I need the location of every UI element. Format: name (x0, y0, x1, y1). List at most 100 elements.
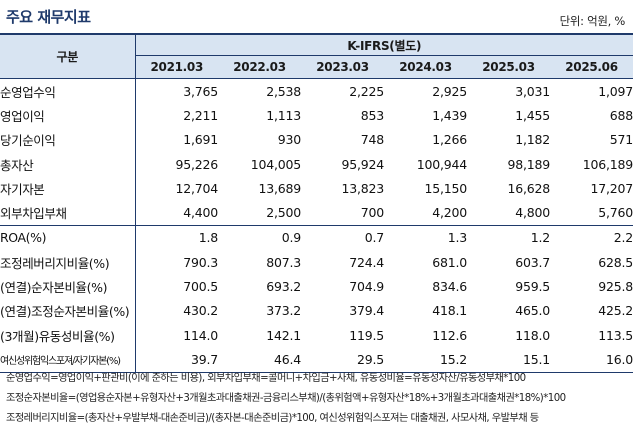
table-cell: 118.0 (515, 327, 550, 343)
table-cell: 1,455 (515, 107, 550, 123)
table-row: 외부차입부채 4,400 2,500 700 4,200 4,800 5,760 (0, 200, 633, 226)
table-cell: 430.2 (183, 303, 218, 319)
table-cell: 15,150 (424, 180, 467, 196)
table-cell: 465.0 (515, 303, 550, 319)
table-cell: 1,439 (432, 107, 467, 123)
table-cell: 1.2 (530, 230, 550, 246)
year-header: 2025.03 (467, 55, 550, 79)
table-cell: 15.2 (384, 347, 467, 373)
table-cell: 39.7 (135, 347, 218, 373)
table-cell: 704.9 (349, 279, 384, 295)
footnote-line: 순영업수익=영업이익+판관비(이에 준하는 비용), 외부차입부채=콜머니+차입… (6, 373, 526, 384)
table-cell: 853 (360, 107, 384, 123)
table-cell: 688 (609, 107, 633, 123)
table-cell: 2,925 (432, 83, 467, 99)
table-cell: 95,924 (341, 156, 384, 172)
table-row: 자기자본 12,704 13,689 13,823 15,150 16,628 17,207 (0, 176, 633, 201)
table-cell: 1.3 (447, 230, 467, 246)
table-cell: 1,113 (266, 107, 301, 123)
table-cell: 3,765 (183, 83, 218, 99)
table-cell: 95,226 (175, 156, 218, 172)
table-cell: 13,823 (341, 180, 384, 196)
footnotes: 순영업수익=영업이익+판관비(이에 준하는 비용), 외부차입부채=콜머니+차입… (6, 369, 631, 429)
table-cell: 930 (277, 132, 301, 148)
table-row: (연결)조정순자본비율(%) 430.2 373.2 379.4 418.1 465.0 4… (0, 298, 633, 323)
row-label: 순영업수익 (0, 78, 136, 104)
row-label: 영업이익 (0, 103, 136, 128)
table-row: (연결)순자본비율(%) 700.5 693.2 704.9 834.6 959.5 925… (0, 274, 633, 299)
table-row: (3개월)유동성비율(%) 114.0 142.1 119.5 112.6 118.0 11… (0, 322, 633, 348)
table-cell: 1,097 (598, 83, 633, 99)
table-cell: 724.4 (349, 254, 384, 270)
table-cell: 748 (360, 132, 384, 148)
table-cell: 2.2 (613, 230, 633, 246)
table-cell: 119.5 (349, 327, 384, 343)
row-label: 당기순이익 (0, 127, 136, 152)
row-label: 자기자본 (0, 176, 136, 201)
table-cell: 3,031 (515, 83, 550, 99)
row-label: 조정레버리지비율(%) (0, 250, 136, 275)
table-cell: 0.7 (364, 230, 384, 246)
table-cell: 1.8 (198, 230, 218, 246)
page-title: 주요 재무지표 (6, 8, 91, 26)
row-label: (3개월)유동성비율(%) (0, 322, 136, 348)
table-cell: 959.5 (515, 279, 550, 295)
table-cell: 425.2 (598, 303, 633, 319)
table-cell: 700.5 (183, 279, 218, 295)
table-cell: 1,182 (515, 132, 550, 148)
row-label: ROA(%) (0, 225, 136, 251)
table-cell: 1,266 (432, 132, 467, 148)
table-cell: 15.1 (467, 347, 550, 373)
year-header: 2022.03 (218, 55, 301, 79)
table-cell: 5,760 (550, 200, 633, 226)
footnote-line: 조정레버리지비율=(총자산+우발부채-대손준비금)/(총자본-대손준비금)*10… (6, 413, 539, 424)
table-cell: 17,207 (590, 180, 633, 196)
table-cell: 834.6 (432, 279, 467, 295)
group-header: K-IFRS(별도) (135, 35, 633, 56)
table-row: 당기순이익 1,691 930 748 1,266 1,182 571 (0, 127, 633, 152)
table-cell: 114.0 (183, 327, 218, 343)
table-cell: 925.8 (598, 279, 633, 295)
table-cell: 807.3 (266, 254, 301, 270)
top-divider (0, 33, 633, 35)
table-cell: 603.7 (515, 254, 550, 270)
year-header: 2023.03 (301, 55, 384, 79)
financial-indicators-table: 구분 K-IFRS(별도) 2021.03 2022.03 2023.03 20… (0, 35, 633, 373)
table-cell: 13,689 (258, 180, 301, 196)
table-cell: 2,225 (349, 83, 384, 99)
table-row: 영업이익 2,211 1,113 853 1,439 1,455 688 (0, 103, 633, 128)
row-label: (연결)조정순자본비율(%) (0, 298, 136, 323)
table-row: 조정레버리지비율(%) 790.3 807.3 724.4 681.0 603.7 628.… (0, 250, 633, 275)
table-cell: 700 (301, 200, 384, 226)
row-label: 여신성위험익스포져/자기자본(%) (0, 347, 136, 373)
row-label: 총자산 (0, 151, 136, 177)
table-cell: 100,944 (416, 156, 467, 172)
table-row: 총자산 95,226 104,005 95,924 100,944 98,189 106,1… (0, 151, 633, 177)
row-header: 구분 (0, 35, 136, 79)
year-header: 2025.06 (550, 55, 633, 79)
table-cell: 113.5 (598, 327, 633, 343)
table-cell: 2,538 (266, 83, 301, 99)
table-cell: 681.0 (432, 254, 467, 270)
row-label: (연결)순자본비율(%) (0, 274, 136, 299)
table-cell: 790.3 (183, 254, 218, 270)
table-cell: 12,704 (175, 180, 218, 196)
footnote-line: 조정순자본비율=(영업용순자본+유형자산+3개월초과대출채권-금융리스부채)/(… (6, 393, 566, 404)
table-cell: 104,005 (250, 156, 301, 172)
table-cell: 16.0 (550, 347, 633, 373)
table-cell: 0.9 (281, 230, 301, 246)
table-cell: 29.5 (301, 347, 384, 373)
table-cell: 4,800 (467, 200, 550, 226)
table-cell: 16,628 (507, 180, 550, 196)
row-label: 외부차입부채 (0, 200, 136, 226)
year-header: 2021.03 (135, 55, 218, 79)
table-cell: 2,211 (183, 107, 218, 123)
table-cell: 379.4 (349, 303, 384, 319)
table-row: 여신성위험익스포져/자기자본(%) 39.7 46.4 29.5 15.2 15.1 16.… (0, 347, 633, 373)
table-cell: 46.4 (218, 347, 301, 373)
table-cell: 2,500 (218, 200, 301, 226)
table-cell: 142.1 (266, 327, 301, 343)
table-cell: 418.1 (432, 303, 467, 319)
table-cell: 4,400 (135, 200, 218, 226)
table-row: ROA(%) 1.8 0.9 0.7 1.3 1.2 2.2 (0, 225, 633, 251)
